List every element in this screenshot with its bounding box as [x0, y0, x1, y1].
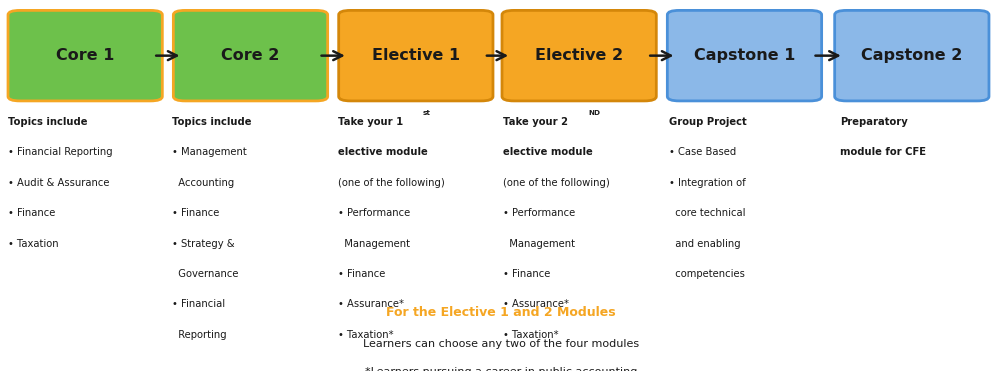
- Text: (one of the following): (one of the following): [503, 178, 610, 188]
- Text: elective module: elective module: [503, 147, 593, 157]
- Text: • Finance: • Finance: [172, 208, 219, 218]
- Text: • Case Based: • Case Based: [669, 147, 736, 157]
- Text: st: st: [423, 110, 431, 116]
- Text: • Taxation*: • Taxation*: [503, 330, 559, 340]
- Text: core technical: core technical: [669, 208, 745, 218]
- Text: Capstone 1: Capstone 1: [693, 48, 796, 63]
- FancyBboxPatch shape: [8, 10, 162, 101]
- Text: • Strategy &: • Strategy &: [172, 239, 234, 249]
- Text: Preparatory: Preparatory: [840, 117, 908, 127]
- FancyBboxPatch shape: [502, 10, 656, 101]
- Text: Learners can choose any two of the four modules: Learners can choose any two of the four …: [363, 339, 639, 349]
- Text: • Finance: • Finance: [8, 208, 55, 218]
- Text: Governance: Governance: [172, 269, 238, 279]
- Text: Management: Management: [338, 239, 410, 249]
- Text: • Financial Reporting: • Financial Reporting: [8, 147, 112, 157]
- Text: Management: Management: [503, 239, 575, 249]
- Text: • Taxation: • Taxation: [8, 239, 59, 249]
- Text: Elective 2: Elective 2: [535, 48, 623, 63]
- Text: • Taxation*: • Taxation*: [338, 330, 394, 340]
- Text: Capstone 2: Capstone 2: [861, 48, 963, 63]
- Text: • Financial: • Financial: [172, 299, 225, 309]
- FancyBboxPatch shape: [173, 10, 328, 101]
- Text: Elective 1: Elective 1: [372, 48, 460, 63]
- FancyBboxPatch shape: [835, 10, 989, 101]
- Text: • Performance: • Performance: [338, 208, 410, 218]
- Text: Core 1: Core 1: [56, 48, 114, 63]
- Text: • Finance: • Finance: [338, 269, 385, 279]
- Text: • Integration of: • Integration of: [669, 178, 746, 188]
- Text: (one of the following): (one of the following): [338, 178, 445, 188]
- Text: Accounting: Accounting: [172, 178, 234, 188]
- FancyBboxPatch shape: [339, 10, 493, 101]
- Text: • Assurance*: • Assurance*: [338, 299, 404, 309]
- Text: • Management: • Management: [172, 147, 247, 157]
- Text: Take your 2: Take your 2: [503, 117, 568, 127]
- Text: Group Project: Group Project: [669, 117, 747, 127]
- Text: Topics include: Topics include: [172, 117, 252, 127]
- Text: • Finance: • Finance: [503, 269, 550, 279]
- Text: competencies: competencies: [669, 269, 745, 279]
- Text: Topics include: Topics include: [8, 117, 87, 127]
- Text: Core 2: Core 2: [221, 48, 280, 63]
- Text: Reporting: Reporting: [172, 330, 227, 340]
- Text: • Performance: • Performance: [503, 208, 575, 218]
- Text: elective module: elective module: [338, 147, 428, 157]
- Text: • Audit & Assurance: • Audit & Assurance: [8, 178, 109, 188]
- Text: • Assurance*: • Assurance*: [503, 299, 569, 309]
- Text: *Learners pursuing a career in public accounting: *Learners pursuing a career in public ac…: [365, 367, 637, 371]
- Text: and enabling: and enabling: [669, 239, 740, 249]
- Text: module for CFE: module for CFE: [840, 147, 926, 157]
- Text: For the Elective 1 and 2 Modules: For the Elective 1 and 2 Modules: [386, 306, 616, 319]
- Text: ND: ND: [588, 110, 600, 116]
- Text: Take your 1: Take your 1: [338, 117, 403, 127]
- FancyBboxPatch shape: [667, 10, 822, 101]
